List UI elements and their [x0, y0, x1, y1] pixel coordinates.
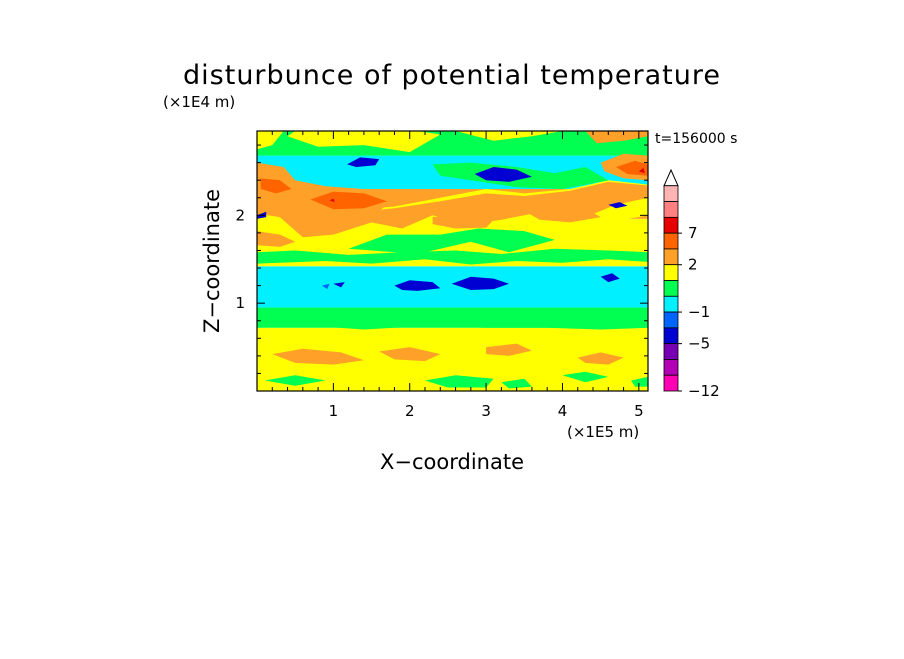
contour-region [501, 378, 532, 389]
contour-region [257, 307, 648, 330]
colorbar-bin [663, 311, 679, 329]
x-tick-label: 4 [558, 402, 568, 420]
contour-region [577, 352, 624, 365]
contour-region [585, 131, 648, 144]
contour-field [257, 131, 648, 391]
contour-region [257, 131, 284, 150]
x-axis-label: X−coordinate [380, 450, 524, 474]
contour-region [562, 371, 609, 383]
contour-region [347, 157, 380, 167]
colorbar-bin [663, 232, 679, 250]
contour-region [379, 347, 441, 362]
colorbar-bin [663, 374, 679, 392]
contour-region [524, 204, 601, 223]
colorbar-label: −1 [688, 303, 710, 321]
contour-region [638, 167, 645, 174]
contour-region [394, 280, 441, 291]
colorbar-label: −12 [688, 382, 720, 400]
contour-region [310, 191, 387, 210]
colorbar-label: 2 [688, 256, 698, 274]
contour-band [257, 266, 648, 308]
contour-region [321, 283, 330, 290]
contour-region [631, 376, 648, 387]
contour-region [333, 282, 345, 288]
colorbar-bin [663, 359, 679, 376]
x-tick-label: 5 [634, 402, 644, 420]
axes: 1 2 3 4 5 1 2 [235, 131, 648, 420]
x-tick-label: 1 [329, 402, 339, 420]
contour-region [264, 375, 326, 386]
colorbar-extend-arrow [663, 168, 679, 187]
contour-region [486, 343, 532, 356]
x-tick-label: 2 [405, 402, 415, 420]
contour-region [257, 231, 296, 247]
contour-region [425, 375, 494, 388]
contour-region [348, 228, 555, 254]
time-label: t=156000 s [655, 131, 737, 147]
colorbar-bin [663, 327, 679, 345]
contour-region [432, 213, 494, 229]
y-tick-label: 2 [235, 206, 245, 224]
contour-region [260, 178, 292, 194]
contour-region [455, 131, 563, 141]
contour-region [600, 273, 620, 283]
y-tick-label: 1 [235, 294, 245, 312]
y-unit-label: (×1E4 m) [163, 93, 235, 111]
colorbar-label: 7 [688, 224, 698, 242]
contour-region [257, 248, 648, 265]
colorbar-bin [663, 185, 679, 202]
contour-region [608, 202, 628, 209]
plot-frame [256, 130, 649, 392]
contour-region [257, 181, 648, 238]
contour-region [474, 167, 532, 182]
contour-region [272, 348, 364, 365]
colorbar-bin [663, 216, 679, 234]
contour-region [615, 160, 648, 176]
colorbar-bin [663, 264, 679, 281]
contour-region [451, 276, 509, 290]
contour-region [287, 131, 441, 153]
y-axis-label: Z−coordinate [200, 189, 224, 333]
colorbar-bin [663, 280, 679, 297]
x-tick-label: 3 [481, 402, 491, 420]
chart-title: disturbunce of potential temperature [183, 60, 721, 91]
x-unit-label: (×1E5 m) [567, 423, 639, 441]
colorbar: 7 2 −1 −5 −12 [663, 168, 720, 400]
colorbar-bin [663, 295, 679, 313]
colorbar-label: −5 [688, 335, 710, 353]
contour-region [329, 198, 335, 203]
colorbar-bin [663, 201, 679, 218]
colorbar-bin [663, 343, 679, 360]
colorbar-bin [663, 248, 679, 266]
